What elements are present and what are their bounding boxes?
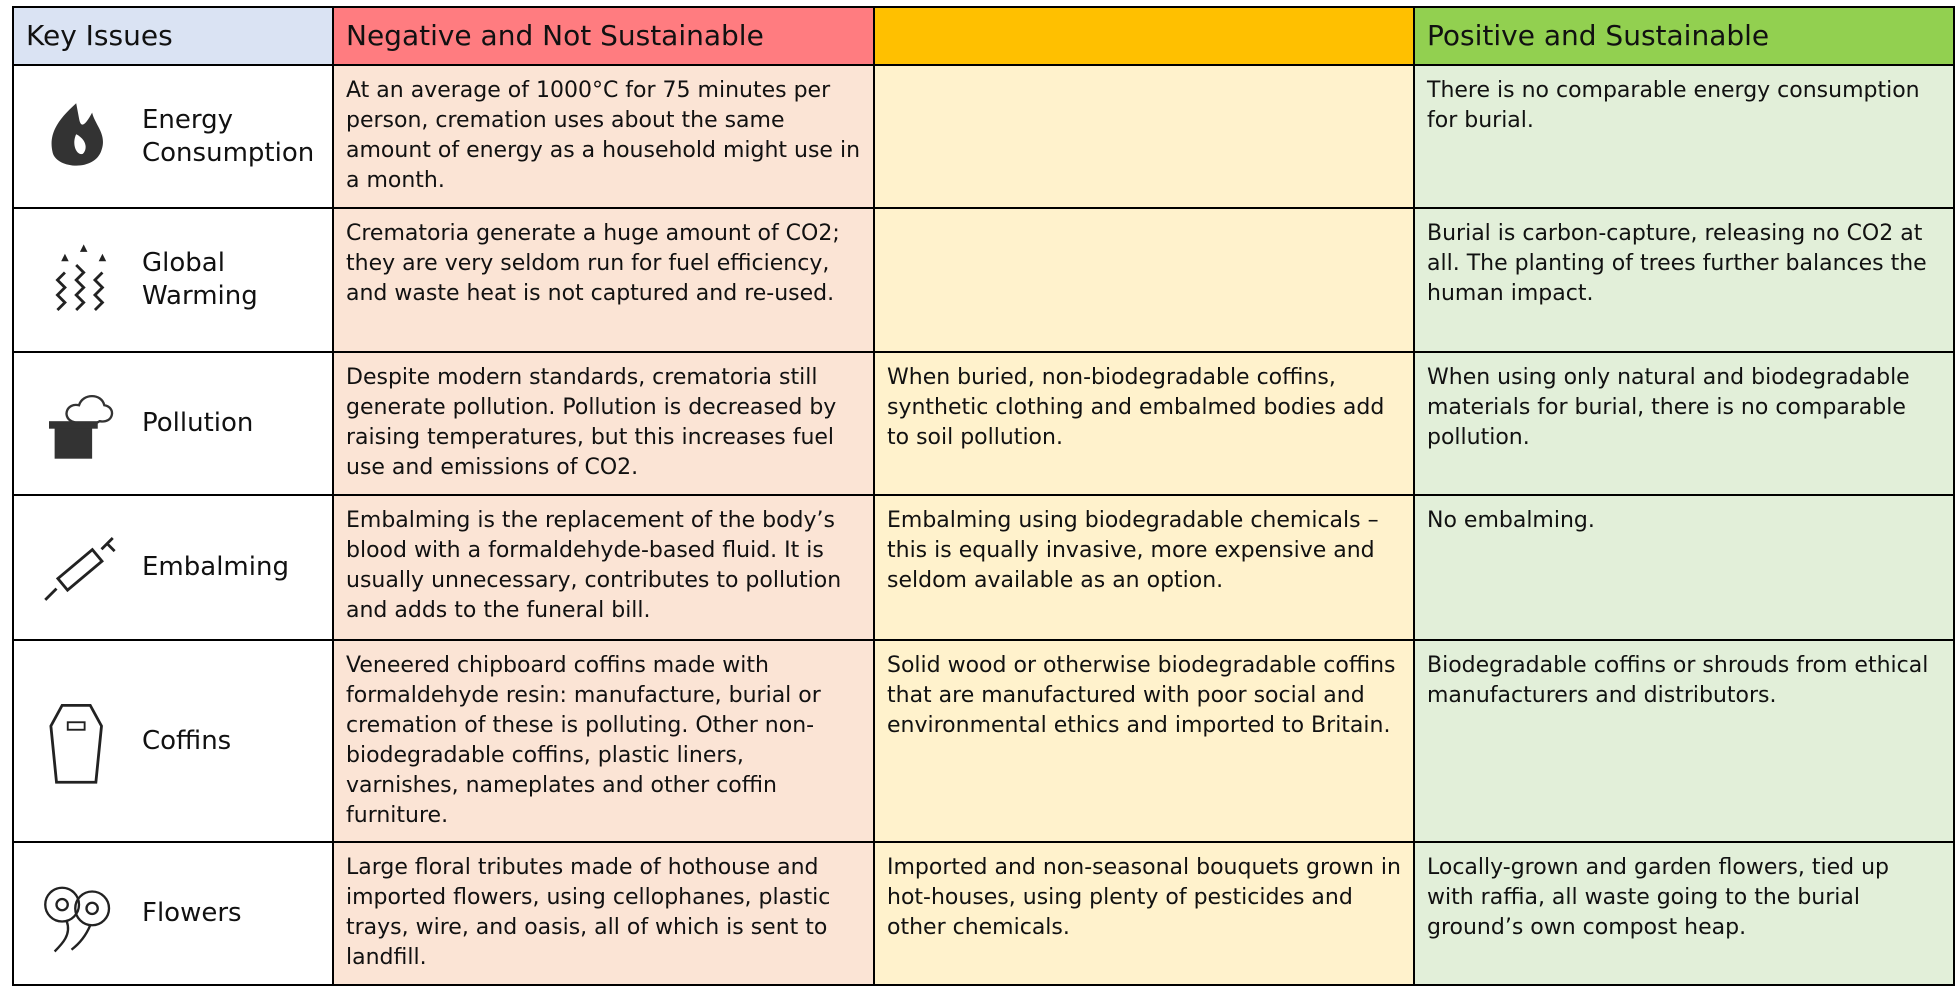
negative-cell: Despite modern standards, crematoria sti…: [334, 353, 875, 496]
issue-icon: [34, 696, 124, 786]
header-cell: Key Issues: [12, 6, 334, 66]
issue-icon: [34, 379, 124, 469]
cell-text: When using only natural and biodegradabl…: [1427, 365, 1910, 450]
positive-cell: Locally-grown and garden flowers, tied u…: [1415, 843, 1955, 986]
cell-text: Biodegradable coffins or shrouds from et…: [1427, 653, 1928, 708]
issue-icon: [34, 92, 124, 182]
middle-cell: Solid wood or otherwise biodegradable co…: [875, 641, 1415, 843]
issue-label: Pollution: [142, 407, 253, 440]
cell-text: Solid wood or otherwise biodegradable co…: [887, 653, 1396, 738]
cell-text: Crematoria generate a huge amount of CO2…: [346, 221, 840, 306]
cell-text: Locally-grown and garden flowers, tied u…: [1427, 855, 1889, 940]
cell-text: Despite modern standards, crematoria sti…: [346, 365, 836, 480]
middle-cell: Imported and non-seasonal bouquets grown…: [875, 843, 1415, 986]
cell-text: There is no comparable energy consumptio…: [1427, 78, 1920, 133]
negative-cell: Embalming is the replacement of the body…: [334, 496, 875, 641]
cell-text: Embalming using biodegradable chemicals …: [887, 508, 1379, 593]
middle-cell: When buried, non-biodegradable coffins, …: [875, 353, 1415, 496]
key-cell: Coffins: [12, 641, 334, 843]
positive-cell: When using only natural and biodegradabl…: [1415, 353, 1955, 496]
cell-text: Veneered chipboard coffins made with for…: [346, 653, 821, 828]
issue-label: Energy Consumption: [142, 104, 302, 170]
cell-text: Imported and non-seasonal bouquets grown…: [887, 855, 1401, 940]
key-cell: Energy Consumption: [12, 66, 334, 209]
cell-text: Positive and Sustainable: [1427, 18, 1769, 54]
middle-cell: Embalming using biodegradable chemicals …: [875, 496, 1415, 641]
negative-cell: Large floral tributes made of hothouse a…: [334, 843, 875, 986]
cell-text: Negative and Not Sustainable: [346, 18, 764, 54]
key-cell: Embalming: [12, 496, 334, 641]
issue-icon: [34, 235, 124, 325]
issue-icon: [34, 523, 124, 613]
positive-cell: No embalming.: [1415, 496, 1955, 641]
issue-icon: [34, 869, 124, 959]
header-cell: [875, 6, 1415, 66]
page: {"header": {"key": "Key Issues", "negati…: [0, 0, 1955, 984]
positive-cell: Biodegradable coffins or shrouds from et…: [1415, 641, 1955, 843]
middle-cell: [875, 66, 1415, 209]
key-cell: Global Warming: [12, 209, 334, 353]
cell-text: Large floral tributes made of hothouse a…: [346, 855, 830, 970]
issue-label: Flowers: [142, 897, 242, 930]
cell-text: Burial is carbon-capture, releasing no C…: [1427, 221, 1927, 306]
issue-label: Global Warming: [142, 247, 302, 313]
key-cell: Flowers: [12, 843, 334, 986]
cell-text: No embalming.: [1427, 508, 1595, 533]
header-cell: Positive and Sustainable: [1415, 6, 1955, 66]
cell-text: At an average of 1000°C for 75 minutes p…: [346, 78, 860, 193]
issue-label: Coffins: [142, 725, 231, 758]
negative-cell: Crematoria generate a huge amount of CO2…: [334, 209, 875, 353]
cell-text: When buried, non-biodegradable coffins, …: [887, 365, 1384, 450]
cell-text: Embalming is the replacement of the body…: [346, 508, 841, 623]
key-cell: Pollution: [12, 353, 334, 496]
positive-cell: Burial is carbon-capture, releasing no C…: [1415, 209, 1955, 353]
positive-cell: There is no comparable energy consumptio…: [1415, 66, 1955, 209]
middle-cell: [875, 209, 1415, 353]
negative-cell: Veneered chipboard coffins made with for…: [334, 641, 875, 843]
negative-cell: At an average of 1000°C for 75 minutes p…: [334, 66, 875, 209]
issue-label: Embalming: [142, 551, 289, 584]
cell-text: Key Issues: [26, 18, 173, 54]
header-cell: Negative and Not Sustainable: [334, 6, 875, 66]
